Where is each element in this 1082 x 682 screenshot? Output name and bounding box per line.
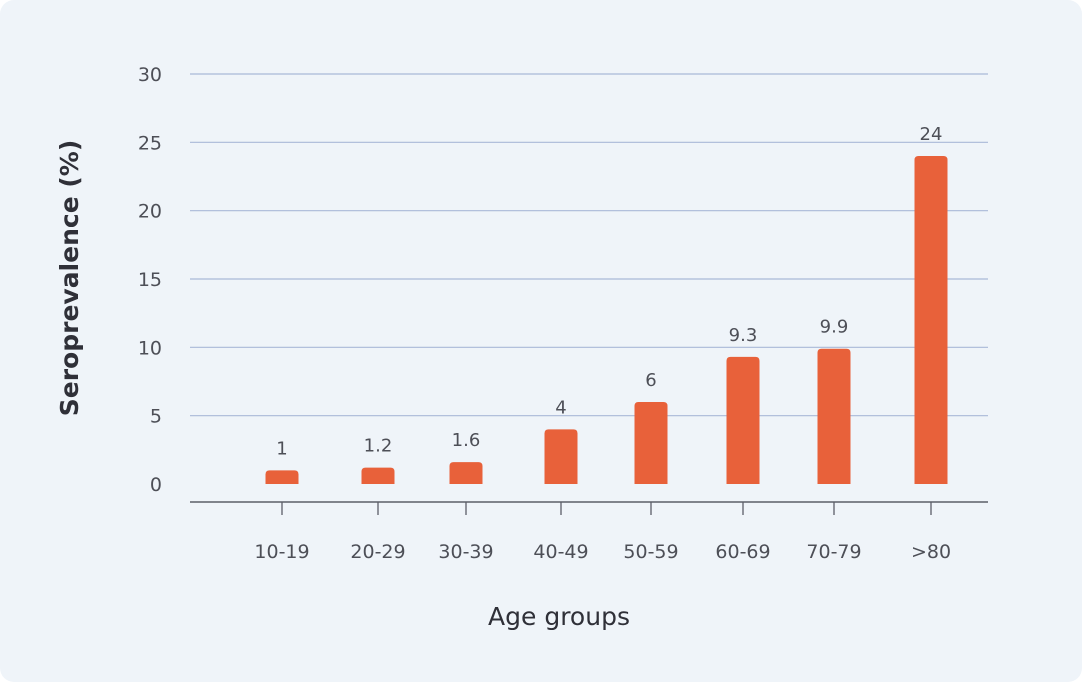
value-label: 9.3 [729,325,758,346]
y-tick-label: 20 [138,201,162,223]
value-label: 6 [645,370,656,391]
x-axis-title: Age groups [488,602,630,631]
value-labels: 1 1.2 1.6 4 6 9.3 9.9 24 [276,124,942,459]
x-tick-label: 60-69 [715,541,770,563]
value-label: 1.2 [364,436,393,457]
x-tick-label: 20-29 [350,541,405,563]
bar-5059 [634,402,668,484]
y-tick-label: 5 [150,406,162,428]
bar-3039 [449,462,483,484]
value-label: 4 [555,397,566,418]
x-tick-label: >80 [911,541,951,563]
y-tick-label: 30 [138,64,162,86]
x-tick-label: 10-19 [254,541,309,563]
grid-lines [190,73,988,417]
x-axis [190,501,988,515]
bar-80 [914,156,948,484]
bar-7079 [817,348,851,484]
value-label: 9.9 [820,317,849,338]
y-tick-labels: 0 5 10 15 20 25 30 [138,64,162,496]
x-tick-label: 70-79 [806,541,861,563]
value-label: 1.6 [452,430,481,451]
bar-6069 [726,356,760,484]
x-tick-labels: 10-19 20-29 30-39 40-49 50-59 60-69 70-79 >80 [254,541,951,563]
y-tick-label: 0 [150,474,162,496]
bar-4049 [544,429,578,484]
value-label: 24 [920,124,943,145]
x-tick-label: 40-49 [533,541,588,563]
x-tick-label: 50-59 [623,541,678,563]
value-label: 1 [276,438,287,459]
bars [265,156,948,484]
x-tick-label: 30-39 [438,541,493,563]
y-tick-label: 25 [138,132,162,154]
bar-1019 [265,470,299,484]
bar-2029 [361,467,395,484]
y-tick-label: 10 [138,337,162,359]
y-axis-title: Seroprevalence (%) [55,140,84,417]
y-tick-label: 15 [138,269,162,291]
